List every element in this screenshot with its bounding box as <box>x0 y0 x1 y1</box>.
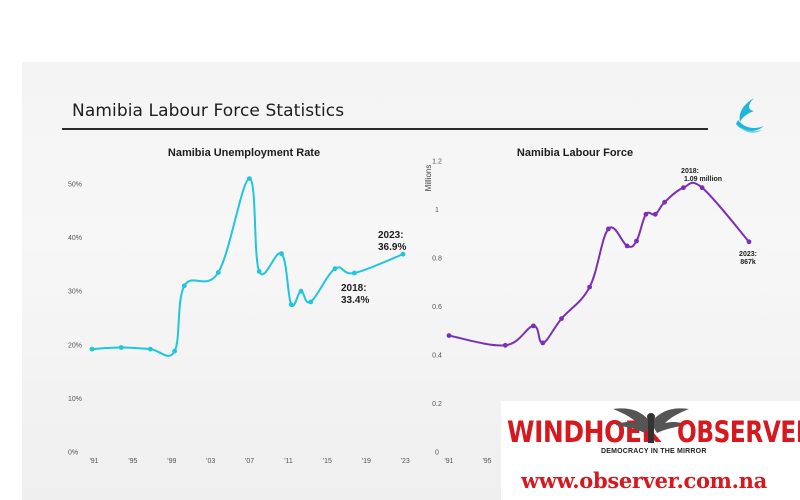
right-data-point <box>446 333 452 338</box>
annotation-2023-label-lf: 2023: <box>739 251 757 258</box>
right-data-point <box>662 199 667 205</box>
page-title: Namibia Labour Force Statistics <box>72 101 345 121</box>
unemployment-chart-title: Namibia Unemployment Rate <box>168 147 320 159</box>
left-data-point <box>256 269 262 274</box>
labour-force-chart-title: Namibia Labour Force <box>517 147 633 159</box>
annotation-2023-value: 36.9% <box>378 242 406 253</box>
unemployment-series-line <box>91 177 404 357</box>
left-data-point <box>147 346 153 352</box>
left-x-tick-label: '03 <box>206 458 215 465</box>
left-data-point <box>332 266 338 272</box>
left-y-tick-label: 50% <box>68 182 82 189</box>
right-data-point <box>652 211 658 217</box>
left-x-tick-label: '11 <box>284 458 293 465</box>
left-x-tick-label: '07 <box>245 458 254 465</box>
annotation-2018-label-lf: 2018: <box>681 168 699 175</box>
right-y-tick-label: 1 <box>435 207 439 214</box>
left-data-point <box>288 302 294 307</box>
right-y-tick-label: 0.2 <box>432 401 442 408</box>
annotation-2018-value-lf: 1.09 million <box>684 176 722 183</box>
right-y-tick-label: 0.8 <box>432 256 442 263</box>
right-data-point <box>681 185 686 191</box>
watermark-url: www.observer.com.na <box>521 468 767 493</box>
left-y-tick-label: 0% <box>68 450 78 457</box>
right-data-point <box>559 316 564 321</box>
left-data-point <box>118 345 124 350</box>
brand-logo-icon <box>736 98 764 133</box>
labour-force-y-axis-label: Millions <box>424 165 433 192</box>
right-data-point <box>587 284 592 290</box>
watermark-brand-right: OBSERVER <box>677 415 800 449</box>
left-data-point <box>247 176 252 182</box>
right-data-point <box>699 185 705 191</box>
watermark-tagline: DEMOCRACY IN THE MIRROR <box>601 448 707 455</box>
annotation-2018-value: 33.4% <box>341 295 369 306</box>
left-x-tick-label: '99 <box>167 458 176 465</box>
eagle-emblem-icon <box>613 408 689 443</box>
title-divider <box>62 128 708 130</box>
left-data-point <box>352 270 357 276</box>
right-x-tick-label: '91 <box>444 458 453 465</box>
windhoek-observer-watermark: WINDHOEK OBSERVER DEMOCRACY IN THE MIRRO… <box>501 401 800 500</box>
right-data-point <box>746 239 752 245</box>
left-y-tick-label: 20% <box>68 342 82 349</box>
labour-force-series-line <box>448 181 750 347</box>
right-x-tick-label: '95 <box>482 458 491 465</box>
right-y-tick-label: 1.2 <box>432 159 442 166</box>
left-x-tick-label: '23 <box>401 458 410 465</box>
left-data-point <box>279 251 284 257</box>
left-data-point <box>215 270 221 275</box>
left-y-tick-label: 10% <box>68 396 82 403</box>
left-data-point <box>172 348 178 354</box>
left-x-tick-label: '95 <box>128 458 137 465</box>
right-y-tick-label: 0.6 <box>432 304 442 311</box>
left-data-point <box>308 299 314 305</box>
left-data-point <box>89 346 95 352</box>
left-data-point <box>181 283 187 289</box>
right-data-point <box>531 323 536 329</box>
annotation-2023-label: 2023: <box>378 230 404 241</box>
right-data-point <box>606 226 611 232</box>
right-data-point <box>624 243 630 249</box>
right-data-point <box>643 211 649 217</box>
right-data-point <box>634 238 639 244</box>
left-x-tick-label: '15 <box>323 458 332 465</box>
left-data-point <box>400 251 406 257</box>
left-y-tick-label: 30% <box>68 289 82 296</box>
left-data-point <box>298 288 304 294</box>
right-y-tick-label: 0.4 <box>432 353 442 360</box>
left-x-tick-label: '19 <box>362 458 371 465</box>
right-y-tick-label: 0 <box>435 450 439 457</box>
left-y-tick-label: 40% <box>68 235 82 242</box>
left-x-tick-label: '91 <box>89 458 98 465</box>
annotation-2018-label: 2018: <box>341 283 367 294</box>
right-data-point <box>502 342 508 348</box>
annotation-2023-value-lf: 867k <box>740 259 756 266</box>
right-data-point <box>540 340 546 346</box>
